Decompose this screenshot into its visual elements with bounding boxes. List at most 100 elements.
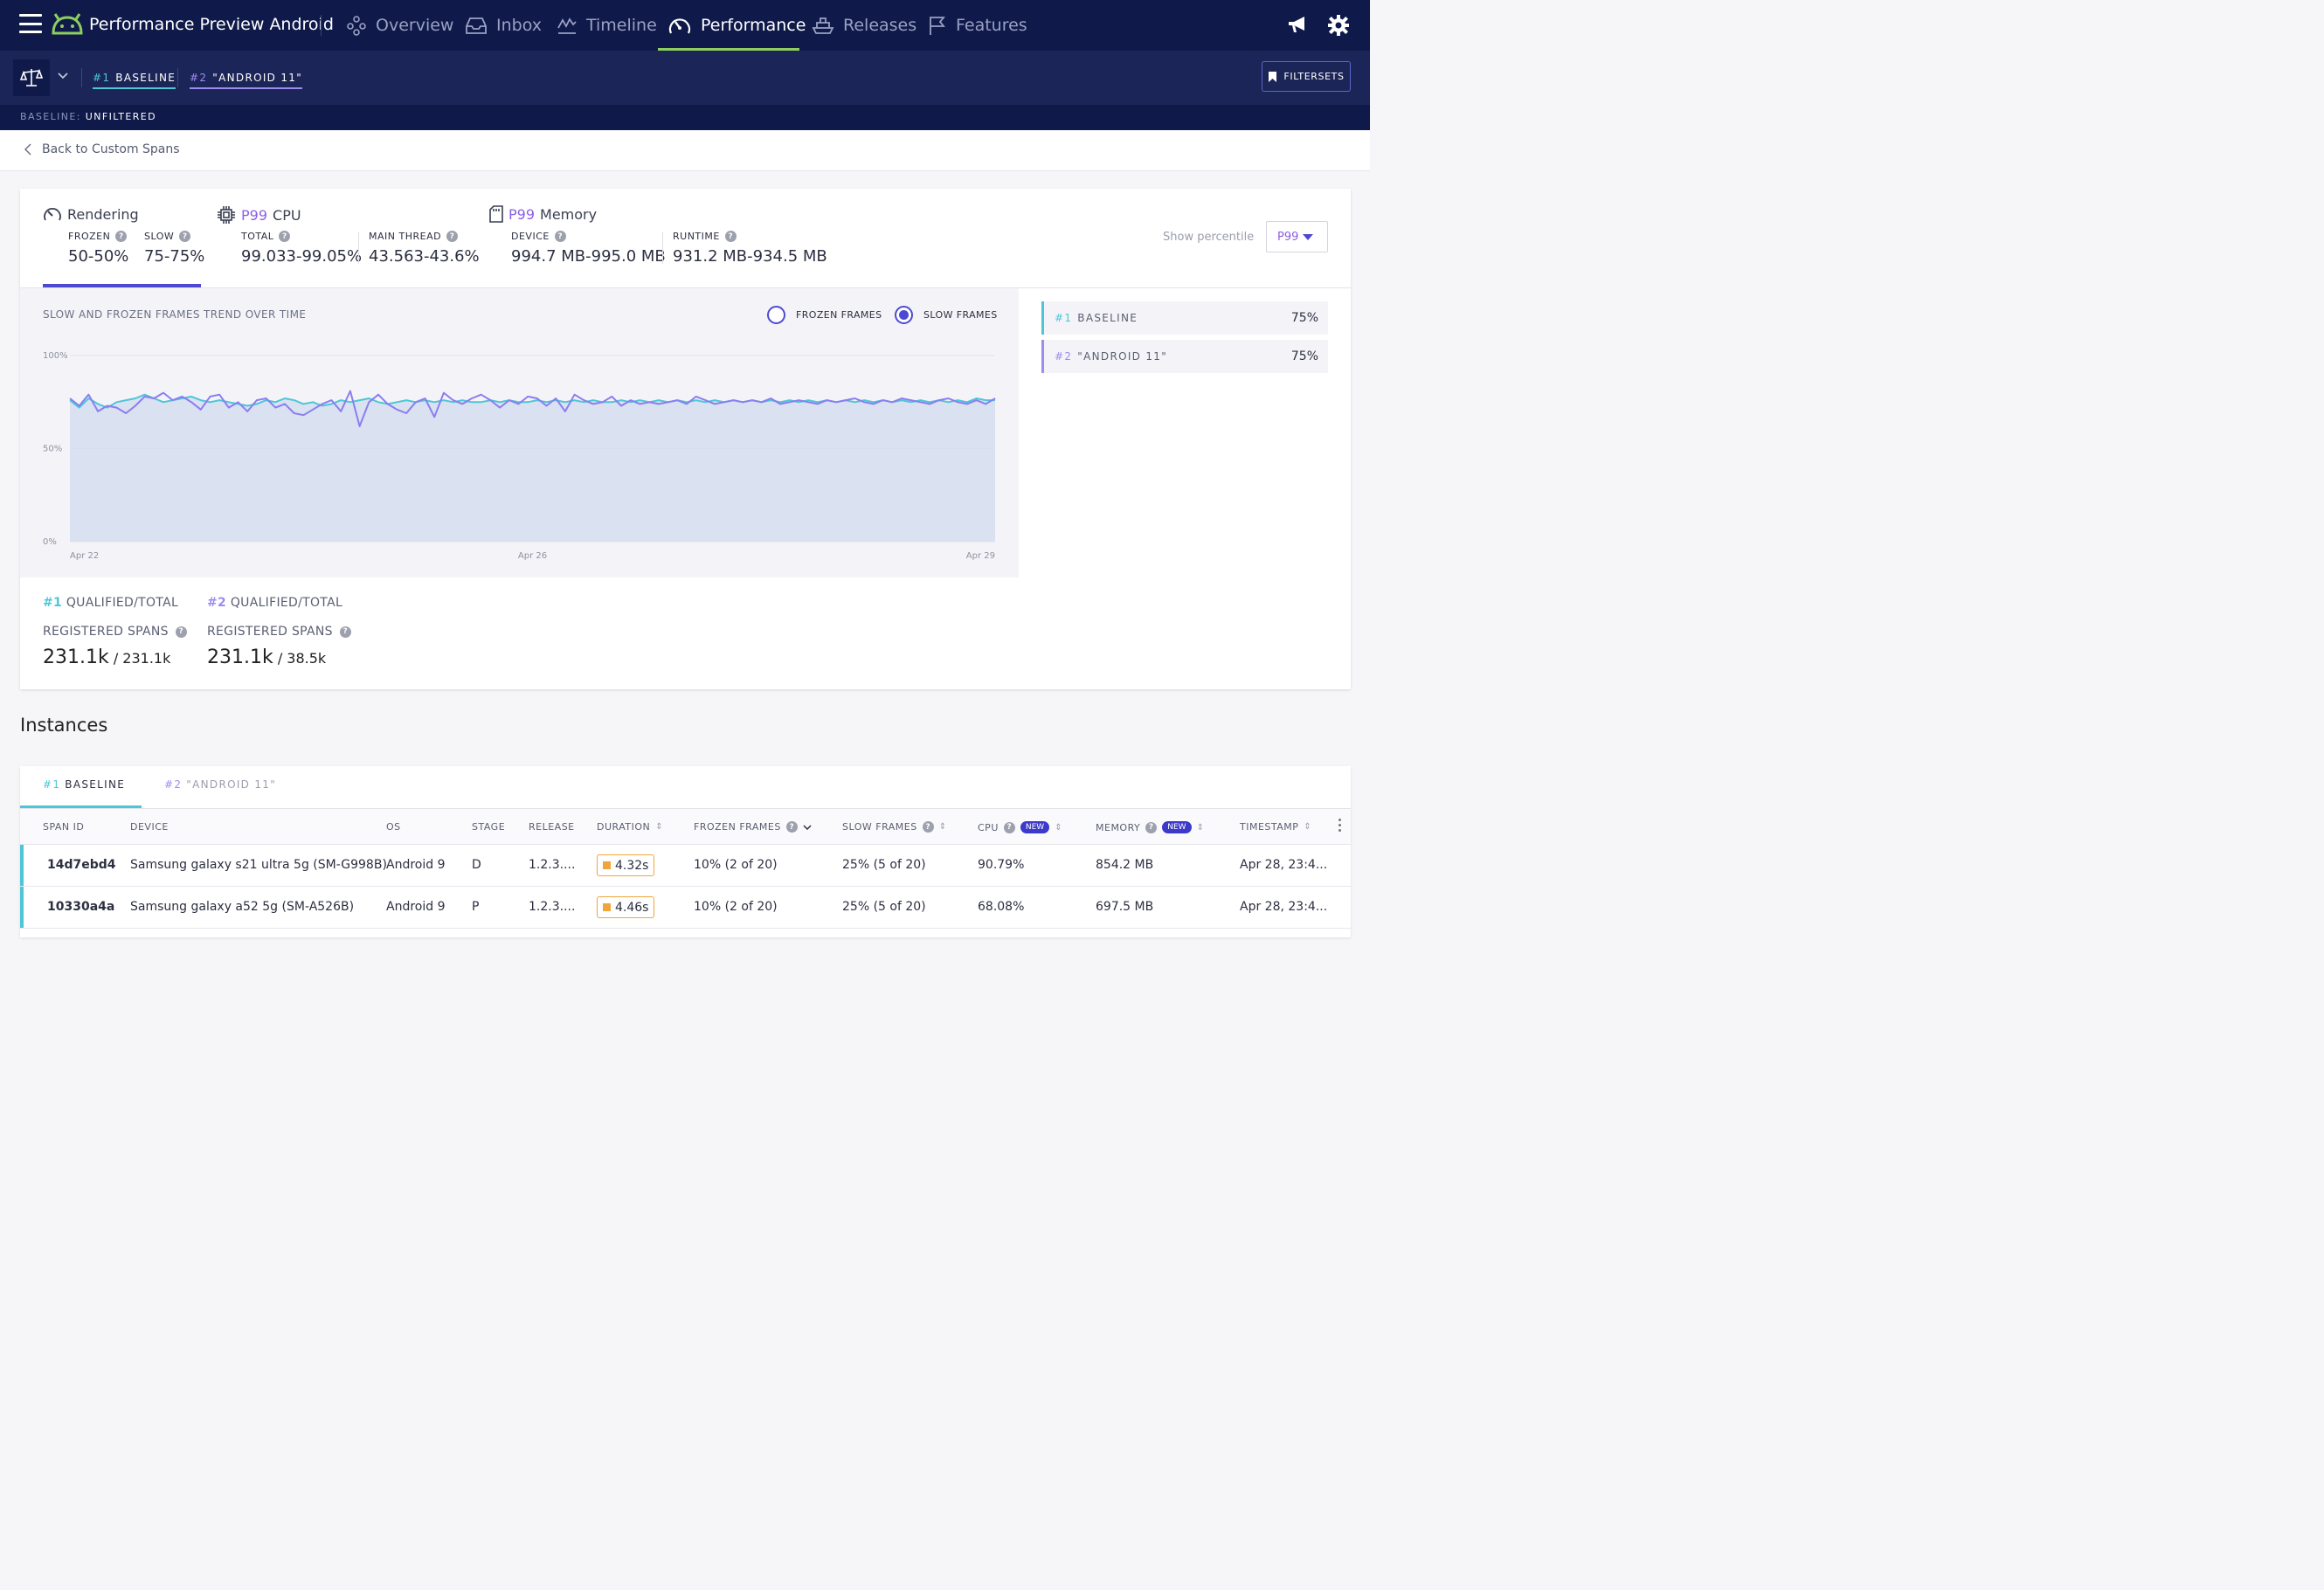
column-frozen-frames[interactable]: FROZEN FRAMES? — [694, 821, 812, 833]
y-tick-label: 0% — [43, 537, 57, 547]
sort-icon[interactable]: ⇕ — [1196, 822, 1205, 833]
filtersets-button[interactable]: FILTERSETS — [1262, 61, 1351, 92]
sort-icon[interactable]: ⇕ — [1304, 822, 1312, 832]
help-icon[interactable]: ? — [339, 626, 351, 638]
help-icon[interactable]: ? — [1003, 821, 1015, 833]
column-duration[interactable]: DURATION ⇕ — [597, 821, 663, 833]
new-badge: NEW — [1162, 821, 1192, 833]
features-flag-icon — [930, 17, 945, 35]
column-memory[interactable]: MEMORY? NEW ⇕ — [1096, 821, 1204, 833]
divider — [81, 68, 82, 87]
help-icon[interactable]: ? — [554, 231, 566, 242]
spans-baseline-number: #1 — [43, 596, 63, 610]
column-slow-label: SLOW FRAMES — [842, 821, 917, 833]
sort-icon[interactable]: ⇕ — [655, 822, 664, 832]
main-thread-value: 43.563-43.6% — [369, 247, 480, 266]
cell-cpu: 90.79% — [978, 858, 1025, 872]
sort-descending-icon[interactable] — [803, 824, 812, 830]
compare-bar: #1 BASELINE #2 "ANDROID 11" FILTERSETS — [0, 51, 1370, 105]
table-row[interactable]: 14d7ebd4 Samsung galaxy s21 ultra 5g (SM… — [20, 845, 1351, 887]
compare-tab-baseline[interactable]: #1 BASELINE — [93, 72, 176, 89]
column-device[interactable]: DEVICE — [130, 821, 169, 833]
spans-android-qualified: 231.1k — [207, 646, 273, 668]
frozen-label-text: FROZEN — [68, 231, 111, 242]
cell-memory: 854.2 MB — [1096, 858, 1154, 872]
tab-overview[interactable]: Overview — [346, 0, 453, 51]
instances-tab-android-11[interactable]: #2 "ANDROID 11" — [164, 778, 276, 791]
column-stage-label: STAGE — [472, 821, 506, 833]
menu-icon[interactable] — [19, 14, 42, 33]
help-icon[interactable]: ? — [279, 231, 291, 242]
column-release[interactable]: RELEASE — [529, 821, 575, 833]
show-percentile-label: Show percentile — [1163, 231, 1255, 244]
instances-tab-baseline[interactable]: #1 BASELINE — [43, 778, 125, 791]
legend-frozen-label: FROZEN FRAMES — [796, 309, 882, 321]
spans-baseline-values: 231.1k / 231.1k — [43, 646, 187, 668]
memory-metric-tab[interactable]: P99 Memory — [489, 205, 597, 223]
x-tick-label: Apr 26 — [518, 551, 547, 561]
cell-span-id[interactable]: 10330a4a — [47, 900, 115, 914]
column-stage[interactable]: STAGE — [472, 821, 505, 833]
column-cpu[interactable]: CPU? NEW ⇕ — [978, 821, 1062, 833]
column-os[interactable]: OS — [386, 821, 401, 833]
sort-icon[interactable]: ⇕ — [1055, 822, 1063, 833]
help-icon[interactable]: ? — [785, 821, 798, 833]
rendering-title: Rendering — [67, 205, 139, 223]
memory-runtime-label-text: RUNTIME — [673, 231, 720, 242]
cpu-chip-icon — [218, 206, 235, 224]
legend-frozen-frames[interactable]: FROZEN FRAMES — [767, 306, 882, 324]
new-badge: NEW — [1020, 821, 1050, 833]
percentile-select-value: P99 — [1277, 230, 1299, 244]
help-icon[interactable]: ? — [446, 231, 459, 242]
y-tick-label: 50% — [43, 445, 62, 454]
cpu-percentile: P99 — [241, 206, 268, 224]
cpu-title: CPU — [273, 206, 301, 224]
tab-inbox-label: Inbox — [496, 16, 542, 35]
sort-icon[interactable]: ⇕ — [938, 822, 947, 832]
help-icon[interactable]: ? — [179, 231, 191, 242]
series-line-2 — [69, 390, 996, 427]
settings-gear-icon[interactable] — [1327, 14, 1350, 37]
tab-features[interactable]: Features — [928, 0, 1027, 51]
back-bar: Back to Custom Spans — [0, 130, 1370, 171]
side-baseline-value: 75% — [1290, 311, 1318, 325]
column-frozen-label: FROZEN FRAMES — [694, 821, 781, 833]
compare-tab-android-11[interactable]: #2 "ANDROID 11" — [190, 72, 303, 89]
more-options-icon[interactable] — [1338, 819, 1341, 832]
cell-span-id[interactable]: 14d7ebd4 — [47, 858, 116, 872]
chart-title: SLOW AND FROZEN FRAMES TREND OVER TIME — [43, 308, 307, 321]
column-span-id[interactable]: SPAN ID — [43, 821, 84, 833]
column-timestamp[interactable]: TIMESTAMP ⇕ — [1240, 821, 1311, 833]
instances-tab-2-label: "ANDROID 11" — [186, 778, 277, 791]
main-thread-label: MAIN THREAD? — [369, 231, 459, 242]
column-slow-frames[interactable]: SLOW FRAMES? ⇕ — [842, 821, 947, 833]
help-icon[interactable]: ? — [922, 821, 934, 833]
radio-slow-frames[interactable] — [895, 306, 913, 324]
tab-performance[interactable]: Performance — [667, 0, 806, 51]
percentile-select[interactable]: P99 — [1266, 221, 1328, 252]
tab-timeline[interactable]: Timeline — [557, 0, 657, 51]
help-icon[interactable]: ? — [115, 231, 128, 242]
radio-frozen-frames[interactable] — [767, 306, 785, 324]
announcement-megaphone-icon[interactable] — [1286, 14, 1309, 35]
compare-scale-button[interactable] — [13, 59, 50, 96]
help-icon[interactable]: ? — [175, 626, 187, 638]
rendering-metric-tab[interactable]: Rendering — [43, 205, 139, 223]
spans-android-number: #2 — [207, 596, 227, 610]
table-row[interactable]: 10330a4a Samsung galaxy a52 5g (SM-A526B… — [20, 887, 1351, 929]
cell-stage: D — [472, 858, 481, 872]
spans-baseline-line1: #1 QUALIFIED/TOTAL — [43, 596, 187, 617]
legend-slow-frames[interactable]: SLOW FRAMES — [895, 306, 998, 324]
spans-android-line1: #2 QUALIFIED/TOTAL — [207, 596, 351, 617]
tab-timeline-label: Timeline — [586, 16, 657, 35]
cpu-metric-tab[interactable]: P99 CPU — [217, 205, 301, 225]
memory-device-label-text: DEVICE — [511, 231, 550, 242]
chevron-down-icon[interactable] — [58, 73, 68, 80]
rendering-gauge-icon — [44, 208, 61, 221]
tab-releases[interactable]: Releases — [812, 0, 916, 51]
help-icon[interactable]: ? — [1145, 821, 1158, 833]
app-title[interactable]: Performance Preview Android — [89, 15, 334, 34]
back-to-custom-spans-link[interactable]: Back to Custom Spans — [24, 142, 180, 156]
tab-inbox[interactable]: Inbox — [465, 0, 542, 51]
help-icon[interactable]: ? — [724, 231, 737, 242]
